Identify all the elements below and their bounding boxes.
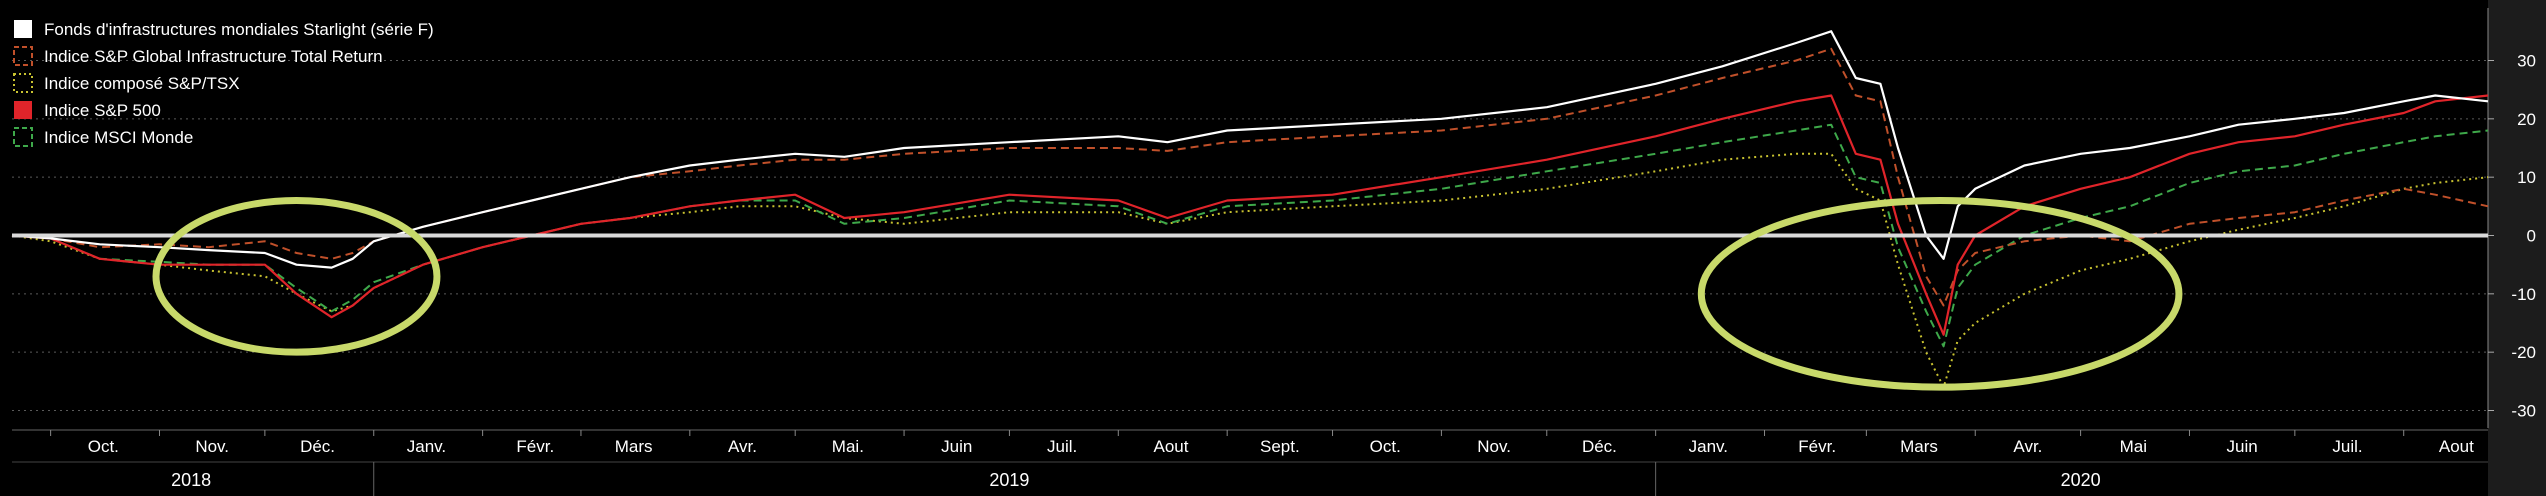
series-line-4 — [11, 123, 2489, 348]
y-tick-label: -10 — [2511, 285, 2536, 304]
x-tick-label: Juil. — [1047, 437, 1077, 456]
x-tick-label: Mars — [1900, 437, 1938, 456]
y-tick-label: 20 — [2517, 110, 2536, 129]
y-tick-labels: -30 -20 -10 0 10 20 30 — [2488, 52, 2536, 421]
x-tick-label: Mars — [615, 437, 653, 456]
x-tick-label: Aout — [2439, 437, 2474, 456]
legend-swatch-2 — [13, 73, 33, 93]
y-tick-label: 30 — [2517, 52, 2536, 71]
x-tick-label: Mai. — [832, 437, 864, 456]
legend-label-3: Indice S&P 500 — [44, 101, 161, 120]
legend-label-2: Indice composé S&P/TSX — [44, 74, 240, 93]
x-tick-label: Déc. — [1582, 437, 1617, 456]
x-tick-label: Oct. — [88, 437, 119, 456]
year-separators — [373, 462, 1657, 496]
y-tick-label: -20 — [2511, 343, 2536, 362]
x-tick-label: Janv. — [1689, 437, 1728, 456]
legend-swatch-0 — [14, 20, 32, 38]
legend-label-0: Fonds d'infrastructures mondiales Starli… — [44, 20, 434, 39]
y-tick-label: 10 — [2517, 168, 2536, 187]
y-tick-label: 0 — [2527, 227, 2536, 246]
x-tick-label: Févr. — [516, 437, 554, 456]
y-axis-panel — [12, 0, 2546, 496]
x-tick-label: Juil. — [2332, 437, 2362, 456]
x-tick-label: Juin — [2227, 437, 2258, 456]
highlight-circle-1 — [1697, 197, 2183, 391]
x-tick-labels: Oct. Nov. Déc. Janv. Févr. Mars Avr. Mai. Juin Ju… — [50, 430, 2474, 456]
x-tick-label: Avr. — [2013, 437, 2042, 456]
legend-swatch-3 — [14, 101, 32, 119]
x-tick-label: Févr. — [1798, 437, 1836, 456]
legend: Fonds d'infrastructures mondiales Starli… — [13, 20, 434, 147]
x-tick-label: Mai — [2120, 437, 2147, 456]
series-line-3 — [11, 94, 2489, 336]
x-tick-label: Nov. — [1477, 437, 1511, 456]
legend-label-1: Indice S&P Global Infrastructure Total R… — [44, 47, 383, 66]
y-axis-band — [2488, 0, 2546, 496]
x-tick-label: Janv. — [407, 437, 446, 456]
legend-swatch-1 — [13, 46, 33, 66]
year-label: 2020 — [2061, 470, 2101, 490]
x-tick-label: Déc. — [300, 437, 335, 456]
highlight-circles — [152, 197, 2183, 391]
y-tick-label: -30 — [2511, 402, 2536, 421]
x-tick-label: Aout — [1153, 437, 1188, 456]
x-tick-label: Nov. — [195, 437, 229, 456]
highlight-circle-0 — [152, 197, 441, 356]
x-tick-label: Sept. — [1260, 437, 1300, 456]
legend-label-4: Indice MSCI Monde — [44, 128, 193, 147]
x-tick-label: Juin — [941, 437, 972, 456]
x-tick-label: Oct. — [1370, 437, 1401, 456]
year-label: 2018 — [171, 470, 211, 490]
legend-swatch-4 — [13, 127, 33, 147]
year-label: 2019 — [989, 470, 1029, 490]
series-line-0 — [11, 30, 2489, 269]
grid-lines — [12, 60, 2488, 411]
year-labels: 2018 2019 2020 — [171, 470, 2101, 490]
x-tick-label: Avr. — [728, 437, 757, 456]
